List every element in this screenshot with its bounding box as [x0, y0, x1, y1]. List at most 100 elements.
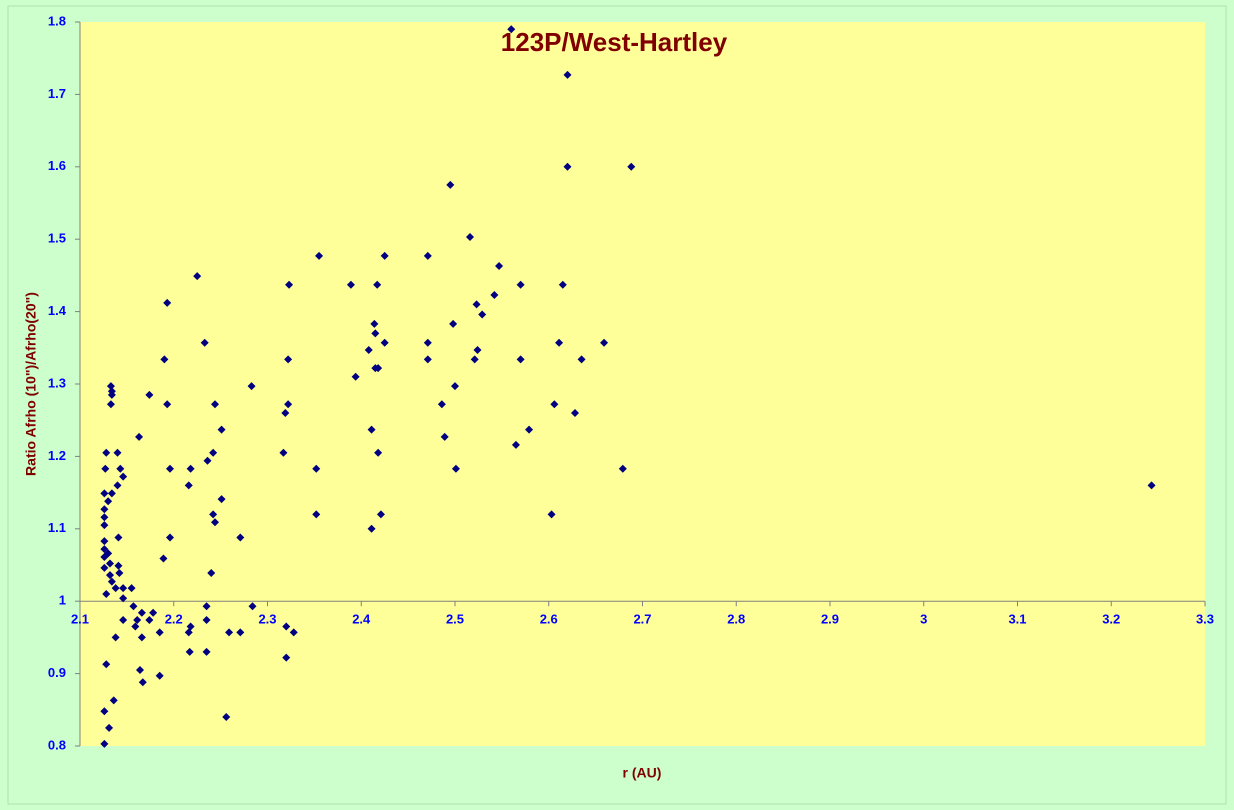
data-point [279, 448, 288, 457]
data-point [107, 489, 116, 498]
data-point [149, 608, 158, 617]
data-point [364, 345, 373, 354]
data-point [106, 559, 114, 568]
data-point [511, 440, 520, 449]
data-point [495, 261, 504, 270]
data-point [119, 472, 128, 481]
data-point [163, 298, 172, 307]
data-point [200, 338, 209, 347]
data-point [247, 382, 256, 391]
data-point [160, 355, 169, 364]
data-point [346, 280, 355, 289]
x-tick-label: 3.3 [1196, 612, 1214, 627]
data-point [119, 616, 128, 625]
data-point [203, 456, 212, 465]
data-point [105, 723, 114, 732]
data-point [193, 272, 202, 281]
data-point [109, 696, 118, 705]
x-tick-label: 2.3 [258, 612, 276, 627]
data-point [470, 355, 479, 364]
data-point [114, 533, 123, 542]
data-point [106, 382, 115, 391]
data-point [577, 355, 586, 364]
data-point [102, 589, 111, 598]
data-point [211, 518, 219, 527]
data-point [282, 653, 291, 662]
data-point [207, 568, 216, 577]
data-point [312, 510, 321, 519]
data-point [236, 628, 245, 637]
y-tick-label: 1 [59, 593, 66, 608]
data-point [102, 660, 111, 669]
data-point [1147, 481, 1156, 490]
data-point [423, 355, 432, 364]
data-point [145, 616, 154, 625]
data-point [315, 251, 324, 260]
data-point [100, 537, 109, 546]
data-point [451, 464, 460, 473]
x-tick-label: 2.9 [821, 612, 839, 627]
data-point [116, 464, 125, 473]
data-point [563, 70, 572, 79]
data-point [222, 713, 231, 722]
data-point [217, 425, 226, 434]
data-point [137, 633, 146, 642]
data-point [312, 464, 321, 473]
x-tick-label: 2.2 [165, 612, 183, 627]
y-tick-label: 0.9 [48, 665, 66, 680]
data-point [236, 533, 245, 542]
data-point [380, 251, 389, 260]
data-point [102, 448, 111, 457]
data-point [100, 739, 109, 748]
x-tick-label: 2.1 [71, 612, 89, 627]
y-tick-label: 1.6 [48, 158, 66, 173]
y-tick-label: 1.4 [48, 303, 67, 318]
data-point [166, 533, 174, 542]
data-point [225, 628, 234, 637]
data-point [114, 561, 123, 570]
data-point [282, 622, 291, 631]
data-point [100, 513, 109, 522]
data-point [113, 481, 122, 490]
x-tick-label: 2.4 [352, 612, 371, 627]
data-point [374, 448, 383, 457]
data-point [209, 510, 218, 519]
data-point [217, 495, 226, 504]
data-point [466, 233, 474, 242]
data-point [137, 608, 146, 617]
data-point [111, 633, 120, 642]
data-point [185, 647, 194, 656]
data-point [135, 432, 144, 441]
y-tick-label: 1.3 [48, 375, 66, 390]
y-tick-label: 1.2 [48, 448, 66, 463]
data-point [472, 300, 481, 309]
data-point [100, 553, 109, 562]
data-point [525, 425, 534, 434]
data-point [106, 571, 114, 580]
data-point [446, 180, 455, 189]
data-point [380, 338, 389, 347]
data-point [101, 464, 110, 473]
x-axis-title: r (AU) [623, 765, 662, 781]
data-point [376, 510, 385, 519]
data-point [133, 616, 142, 625]
data-point [138, 678, 147, 687]
data-point [104, 497, 113, 506]
data-point [516, 280, 525, 289]
data-point [437, 400, 446, 409]
data-point [371, 329, 380, 338]
data-point [100, 707, 109, 716]
data-point [547, 510, 556, 519]
data-point [202, 616, 211, 625]
data-point [281, 408, 290, 417]
data-point [119, 594, 128, 603]
data-point [571, 408, 579, 417]
data-point [159, 554, 168, 563]
data-point [107, 390, 116, 399]
data-point [449, 319, 458, 328]
data-point [478, 310, 487, 319]
data-point [367, 524, 376, 533]
x-tick-label: 3.2 [1102, 612, 1120, 627]
